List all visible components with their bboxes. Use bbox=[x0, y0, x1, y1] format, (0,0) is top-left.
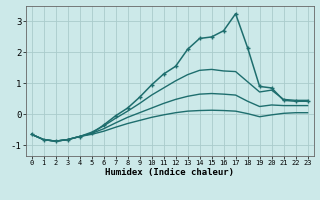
X-axis label: Humidex (Indice chaleur): Humidex (Indice chaleur) bbox=[105, 168, 234, 177]
